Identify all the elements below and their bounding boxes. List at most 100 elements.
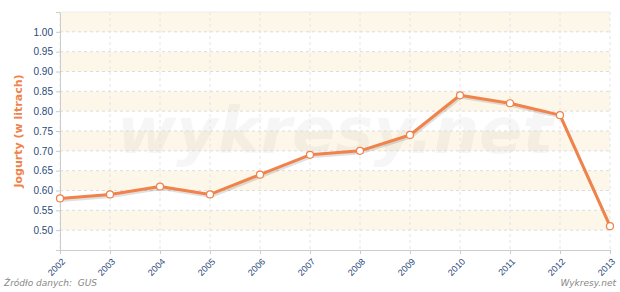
grid-line-x: [460, 12, 461, 250]
y-tick-mark: [56, 210, 60, 211]
y-axis-line: [56, 13, 61, 251]
grid-line-y: [60, 31, 610, 32]
data-point: [57, 195, 64, 202]
y-tick: 0.50: [34, 225, 60, 236]
x-tick-label: 2013: [596, 257, 617, 278]
grid-line-x: [210, 12, 211, 250]
data-point: [557, 112, 564, 119]
grid-line-y: [60, 71, 610, 72]
x-tick: 2011: [496, 250, 517, 277]
x-tick-mark: [110, 250, 111, 254]
grid-line-y: [60, 170, 610, 171]
y-tick: 0.70: [34, 146, 60, 157]
y-tick-mark: [56, 32, 60, 33]
y-tick-label: 0.70: [34, 146, 54, 157]
x-tick: 2013: [596, 250, 617, 278]
x-tick: 2005: [196, 250, 217, 278]
y-tick-label: 0.50: [34, 225, 54, 236]
y-tick-label: 0.80: [34, 106, 54, 117]
x-tick-mark: [210, 250, 211, 254]
x-axis-line: [61, 251, 611, 255]
x-tick-mark: [460, 250, 461, 254]
y-tick: 0.55: [34, 205, 60, 216]
plot-area: [57, 92, 614, 230]
data-line: [60, 95, 610, 226]
grid-line-x: [160, 12, 161, 250]
x-tick-label: 2007: [296, 257, 317, 278]
x-tick-label: 2008: [346, 257, 367, 278]
grid-line-y: [60, 91, 610, 92]
y-tick-mark: [56, 131, 60, 132]
data-point: [157, 183, 164, 190]
data-point: [257, 171, 264, 178]
stripe: [60, 171, 610, 191]
x-tick-label: 2011: [496, 257, 517, 278]
stripe: [60, 230, 610, 250]
y-tick: 0.75: [34, 126, 60, 137]
x-tick: 2008: [346, 250, 367, 278]
y-tick-label: 1.00: [34, 27, 54, 38]
x-tick-label: 2010: [446, 257, 467, 278]
y-tick: 1.00: [34, 27, 60, 38]
x-tick: 2010: [446, 250, 467, 278]
y-tick-mark: [56, 91, 60, 92]
y-tick-label: 0.85: [34, 86, 54, 97]
stripe: [60, 210, 610, 230]
plot-frame: [60, 12, 610, 13]
y-tick-mark: [56, 72, 60, 73]
y-tick: 0.65: [34, 165, 60, 176]
x-tick-mark: [510, 250, 511, 254]
y-tick-mark: [56, 191, 60, 192]
stripe: [60, 12, 610, 32]
x-tick-label: 2003: [96, 257, 117, 278]
x-tick-label: 2006: [246, 257, 267, 278]
x-tick-mark: [60, 250, 61, 254]
y-tick-label: 0.75: [34, 126, 54, 137]
data-point: [107, 191, 114, 198]
data-point: [307, 151, 314, 158]
stripe: [60, 72, 610, 92]
x-tick-mark: [360, 250, 361, 254]
x-tick-mark: [560, 250, 561, 254]
x-tick: 2004: [146, 250, 167, 278]
grid-line-y: [60, 150, 610, 151]
x-tick-mark: [260, 250, 261, 254]
y-tick-mark: [56, 230, 60, 231]
x-tick: 2002: [46, 250, 67, 278]
x-tick-label: 2009: [396, 257, 417, 278]
x-tick-mark: [160, 250, 161, 254]
grid: [60, 12, 610, 250]
chart: wykresy.net0.500.550.600.650.700.750.800…: [0, 0, 620, 292]
x-tick: 2007: [296, 250, 317, 278]
grid-line-x: [260, 12, 261, 250]
x-tick-label: 2005: [196, 257, 217, 278]
y-tick: 0.80: [34, 106, 60, 117]
stripe: [60, 32, 610, 52]
y-tick-label: 0.60: [34, 185, 54, 196]
y-tick-label: 0.65: [34, 165, 54, 176]
y-tick-label: 0.55: [34, 205, 54, 216]
grid-line-x: [310, 12, 311, 250]
y-tick-label: 0.90: [34, 66, 54, 77]
grid-line-y: [60, 230, 610, 231]
grid-line-y: [60, 210, 610, 211]
x-tick: 2009: [396, 250, 417, 278]
grid-line-x: [360, 12, 361, 250]
source: Źródło danych: GUS: [3, 277, 97, 288]
x-tick: 2006: [246, 250, 267, 278]
x-tick-mark: [610, 250, 611, 254]
grid-line-x: [510, 12, 511, 250]
y-axis-title: Jogurty (w litrach): [12, 74, 25, 188]
data-point: [507, 100, 514, 107]
grid-line-y: [60, 111, 610, 112]
grid-line-x: [110, 12, 111, 250]
y-tick: 0.95: [34, 46, 60, 57]
x-tick-mark: [310, 250, 311, 254]
y-tick-label: 0.95: [34, 46, 54, 57]
stripe: [60, 191, 610, 211]
data-point: [457, 92, 464, 99]
y-tick-mark: [56, 111, 60, 112]
stripe: [60, 52, 610, 72]
x-tick-label: 2012: [546, 257, 567, 278]
y-tick: 0.60: [34, 185, 60, 196]
